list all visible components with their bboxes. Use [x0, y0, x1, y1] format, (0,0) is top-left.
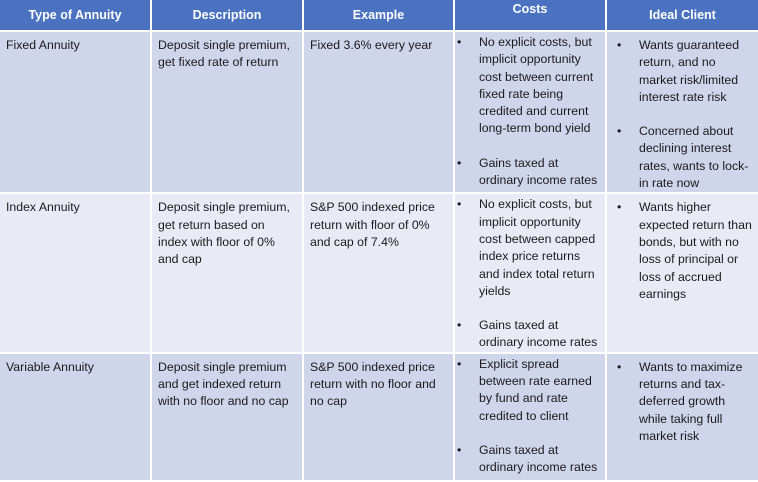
cell-costs: Explicit spread between rate earned by f… [454, 352, 607, 482]
table-row-fixed-annuity: Fixed Annuity Deposit single premium, ge… [0, 31, 758, 195]
header-costs: Costs [454, 0, 607, 32]
header-ideal-client: Ideal Client [606, 0, 758, 32]
cell-ideal-client: Wants higher expected return than bonds,… [606, 193, 758, 354]
cell-description: Deposit single premium, get return based… [151, 193, 304, 354]
cell-costs: No explicit costs, but implicit opportun… [454, 193, 607, 354]
cell-example: Fixed 3.6% every year [303, 31, 455, 195]
table-row-index-annuity: Index Annuity Deposit single premium, ge… [0, 193, 758, 354]
header-row: Type of Annuity Description Example Cost… [0, 0, 758, 32]
ideal-client-list: Wants higher expected return than bonds,… [617, 199, 752, 303]
cell-example: S&P 500 indexed price return with floor … [303, 193, 455, 354]
costs-list: No explicit costs, but implicit opportun… [457, 34, 599, 189]
header-example: Example [303, 0, 455, 32]
list-item: No explicit costs, but implicit opportun… [457, 34, 599, 138]
list-item: Gains taxed at ordinary income rates [457, 442, 599, 477]
list-item: Wants to maximize returns and tax-deferr… [617, 359, 752, 445]
table-row-variable-annuity: Variable Annuity Deposit single premium … [0, 352, 758, 482]
list-item: Wants guaranteed return, and no market r… [617, 37, 752, 106]
cell-description: Deposit single premium and get indexed r… [151, 352, 304, 482]
ideal-client-list: Wants to maximize returns and tax-deferr… [617, 359, 752, 445]
list-item: Explicit spread between rate earned by f… [457, 356, 599, 425]
cell-ideal-client: Wants guaranteed return, and no market r… [606, 31, 758, 195]
list-item: Gains taxed at ordinary income rates [457, 155, 599, 190]
cell-description: Deposit single premium, get fixed rate o… [151, 31, 304, 195]
costs-list: Explicit spread between rate earned by f… [457, 356, 599, 477]
cell-type: Fixed Annuity [0, 31, 152, 195]
cell-type: Index Annuity [0, 193, 152, 354]
ideal-client-list: Wants guaranteed return, and no market r… [617, 37, 752, 191]
cell-costs: No explicit costs, but implicit opportun… [454, 31, 607, 195]
list-item: Gains taxed at ordinary income rates [457, 317, 599, 351]
cell-type: Variable Annuity [0, 352, 152, 482]
list-item: Wants higher expected return than bonds,… [617, 199, 752, 303]
list-item: Concerned about declining interest rates… [617, 123, 752, 191]
cell-example: S&P 500 indexed price return with no flo… [303, 352, 455, 482]
list-item: No explicit costs, but implicit opportun… [457, 196, 599, 300]
header-description: Description [151, 0, 304, 32]
cell-ideal-client: Wants to maximize returns and tax-deferr… [606, 352, 758, 482]
costs-list: No explicit costs, but implicit opportun… [457, 196, 599, 351]
header-type: Type of Annuity [0, 0, 152, 32]
